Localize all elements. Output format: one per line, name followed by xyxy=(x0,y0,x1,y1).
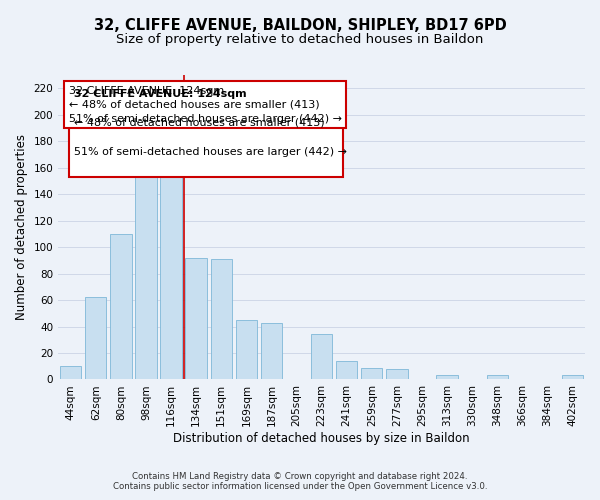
Bar xyxy=(185,258,207,380)
Bar xyxy=(60,366,82,380)
Y-axis label: Number of detached properties: Number of detached properties xyxy=(15,134,28,320)
Bar xyxy=(386,369,407,380)
Bar xyxy=(436,376,458,380)
Text: ← 48% of detached houses are smaller (413): ← 48% of detached houses are smaller (41… xyxy=(74,118,325,128)
Bar xyxy=(487,376,508,380)
Bar xyxy=(562,376,583,380)
Bar xyxy=(361,368,382,380)
Bar xyxy=(160,168,182,380)
Bar xyxy=(236,320,257,380)
Text: Contains public sector information licensed under the Open Government Licence v3: Contains public sector information licen… xyxy=(113,482,487,491)
Bar xyxy=(136,157,157,380)
Bar xyxy=(211,259,232,380)
Text: 32 CLIFFE AVENUE: 124sqm
← 48% of detached houses are smaller (413)
51% of semi-: 32 CLIFFE AVENUE: 124sqm ← 48% of detach… xyxy=(69,86,342,124)
Bar xyxy=(85,298,106,380)
Bar xyxy=(311,334,332,380)
Bar xyxy=(261,322,282,380)
X-axis label: Distribution of detached houses by size in Baildon: Distribution of detached houses by size … xyxy=(173,432,470,445)
Text: 51% of semi-detached houses are larger (442) →: 51% of semi-detached houses are larger (… xyxy=(74,146,347,156)
Bar xyxy=(110,234,131,380)
Text: 32 CLIFFE AVENUE: 124sqm: 32 CLIFFE AVENUE: 124sqm xyxy=(74,88,247,99)
Text: Contains HM Land Registry data © Crown copyright and database right 2024.: Contains HM Land Registry data © Crown c… xyxy=(132,472,468,481)
Text: Size of property relative to detached houses in Baildon: Size of property relative to detached ho… xyxy=(116,32,484,46)
FancyBboxPatch shape xyxy=(69,86,343,177)
Bar xyxy=(336,361,358,380)
Text: 32, CLIFFE AVENUE, BAILDON, SHIPLEY, BD17 6PD: 32, CLIFFE AVENUE, BAILDON, SHIPLEY, BD1… xyxy=(94,18,506,32)
